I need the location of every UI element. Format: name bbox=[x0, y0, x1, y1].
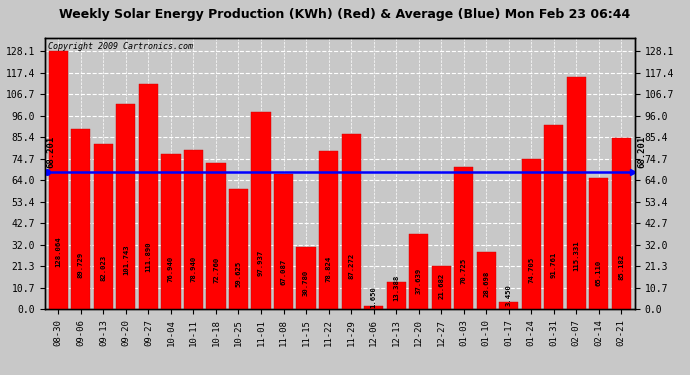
Bar bbox=[566, 77, 586, 309]
Text: 78.940: 78.940 bbox=[190, 255, 197, 282]
Bar bbox=[139, 84, 158, 309]
Bar bbox=[612, 138, 631, 309]
Bar bbox=[409, 234, 428, 309]
Bar bbox=[364, 306, 383, 309]
Bar bbox=[386, 282, 406, 309]
Text: 3.450: 3.450 bbox=[506, 284, 512, 306]
Bar bbox=[522, 159, 541, 309]
Text: 37.639: 37.639 bbox=[415, 268, 422, 294]
Text: 91.761: 91.761 bbox=[551, 251, 557, 278]
Text: 72.760: 72.760 bbox=[213, 257, 219, 284]
Bar bbox=[589, 178, 609, 309]
Text: 67.087: 67.087 bbox=[281, 259, 286, 285]
Text: 68.201: 68.201 bbox=[637, 136, 646, 168]
Text: 28.698: 28.698 bbox=[483, 270, 489, 297]
Text: 111.890: 111.890 bbox=[146, 241, 151, 272]
Text: 1.650: 1.650 bbox=[371, 286, 377, 308]
Bar bbox=[251, 112, 270, 309]
Text: 97.937: 97.937 bbox=[258, 249, 264, 276]
Bar bbox=[319, 151, 338, 309]
Bar bbox=[229, 189, 248, 309]
Bar bbox=[274, 174, 293, 309]
Text: 13.388: 13.388 bbox=[393, 275, 399, 301]
Bar bbox=[49, 51, 68, 309]
Text: 59.625: 59.625 bbox=[235, 261, 242, 287]
Text: 85.182: 85.182 bbox=[618, 254, 624, 280]
Text: 128.064: 128.064 bbox=[55, 236, 61, 267]
Text: 74.705: 74.705 bbox=[529, 256, 534, 283]
Text: 68.201: 68.201 bbox=[46, 136, 55, 168]
Text: 82.023: 82.023 bbox=[100, 254, 106, 280]
Text: 76.940: 76.940 bbox=[168, 256, 174, 282]
Text: 30.780: 30.780 bbox=[303, 270, 309, 296]
Text: 87.272: 87.272 bbox=[348, 253, 354, 279]
Text: 65.110: 65.110 bbox=[595, 260, 602, 286]
Bar bbox=[297, 248, 315, 309]
Text: Weekly Solar Energy Production (KWh) (Red) & Average (Blue) Mon Feb 23 06:44: Weekly Solar Energy Production (KWh) (Re… bbox=[59, 8, 631, 21]
Text: 101.743: 101.743 bbox=[123, 244, 129, 274]
Text: 78.824: 78.824 bbox=[326, 255, 332, 282]
Bar bbox=[544, 124, 563, 309]
Bar bbox=[454, 167, 473, 309]
Bar bbox=[499, 302, 518, 309]
Bar bbox=[431, 266, 451, 309]
Text: 115.331: 115.331 bbox=[573, 240, 580, 270]
Bar bbox=[117, 105, 135, 309]
Bar bbox=[184, 150, 203, 309]
Bar bbox=[71, 129, 90, 309]
Bar bbox=[206, 163, 226, 309]
Bar bbox=[94, 144, 113, 309]
Text: 70.725: 70.725 bbox=[461, 258, 466, 284]
Bar bbox=[161, 154, 181, 309]
Text: 21.682: 21.682 bbox=[438, 273, 444, 299]
Bar bbox=[477, 252, 495, 309]
Bar bbox=[342, 134, 361, 309]
Text: Copyright 2009 Cartronics.com: Copyright 2009 Cartronics.com bbox=[48, 42, 193, 51]
Text: 89.729: 89.729 bbox=[78, 252, 84, 278]
